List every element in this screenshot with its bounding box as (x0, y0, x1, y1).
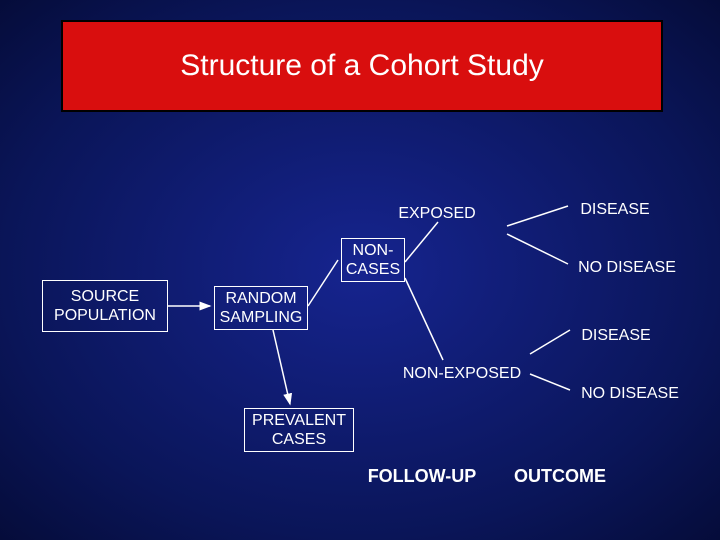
connectors (0, 0, 720, 540)
